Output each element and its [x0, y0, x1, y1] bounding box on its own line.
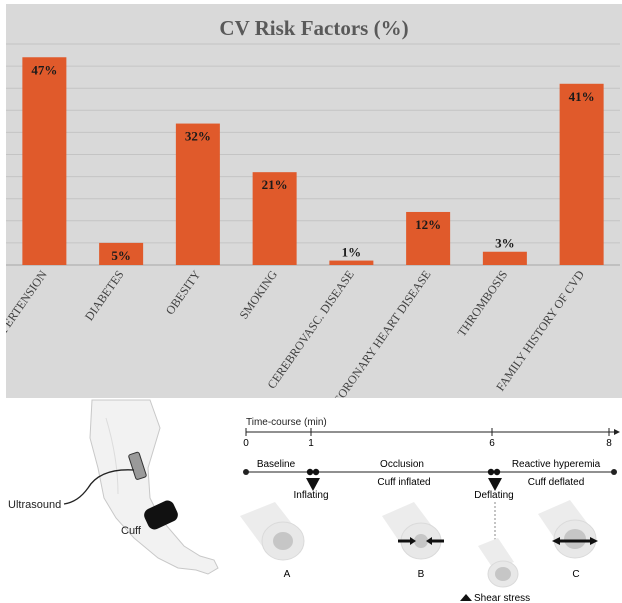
bar-7	[559, 83, 604, 265]
bar-0	[22, 57, 67, 266]
data-label-7: 41%	[569, 89, 595, 104]
bar-1	[99, 242, 144, 265]
ultrasound-label: Ultrasound	[8, 499, 61, 511]
bar-chart: CV Risk Factors (%) 47% 5% 32% 21% 1% 12% 3% 41…	[6, 16, 620, 398]
arm-illustration	[89, 399, 219, 575]
bar-5	[406, 211, 451, 265]
deflating-marker	[488, 478, 502, 491]
ultrasound-cable	[63, 469, 135, 505]
category-label-1: DIABETES	[82, 268, 127, 324]
data-label-6: 3%	[495, 236, 515, 251]
event-deflating: Deflating	[474, 490, 513, 501]
phase-occlusion: Occlusion	[380, 459, 424, 470]
category-label-4: CEREBROVASC. DISEASE	[264, 268, 356, 392]
vessel-shear	[478, 538, 519, 588]
tick-6: 6	[489, 438, 495, 449]
category-label-6: THROMBOSIS	[454, 268, 510, 339]
vessel-c	[538, 500, 597, 559]
data-label-3: 21%	[262, 177, 288, 192]
bar-2	[175, 123, 220, 265]
event-cuff-inflated: Cuff inflated	[377, 477, 430, 488]
data-label-5: 12%	[415, 217, 441, 232]
phase-hyperemia: Reactive hyperemia	[512, 459, 601, 470]
time-axis-arrow	[614, 429, 620, 435]
category-label-0: HYPERTENSION	[6, 267, 50, 349]
chart-panel: CV Risk Factors (%) 47% 5% 32% 21% 1% 12% 3% 41…	[6, 4, 622, 398]
label-c: C	[572, 569, 579, 580]
category-label-7: FAMILY HISTORY OF CVD	[493, 267, 587, 393]
fmd-diagram: Ultrasound Cuff Time-course (min) 0 1 6 …	[8, 399, 620, 603]
data-label-0: 47%	[31, 62, 57, 77]
data-label-1: 5%	[111, 248, 131, 263]
bar-6	[482, 251, 527, 265]
chart-title: CV Risk Factors (%)	[219, 16, 408, 40]
vessel-a	[240, 502, 305, 561]
cuff-label: Cuff	[121, 525, 142, 537]
shear-stress-icon	[460, 594, 472, 601]
shear-stress-label: Shear stress	[474, 593, 530, 603]
event-inflating: Inflating	[293, 490, 328, 501]
event-cuff-deflated: Cuff deflated	[528, 477, 585, 488]
inflating-marker	[306, 478, 320, 491]
label-a: A	[284, 569, 291, 580]
category-label-3: SMOKING	[236, 267, 280, 321]
tick-8: 8	[606, 438, 612, 449]
timeline-title: Time-course (min)	[246, 417, 327, 428]
label-b: B	[418, 569, 425, 580]
data-label-4: 1%	[342, 245, 362, 260]
cuff	[144, 500, 178, 530]
tick-0: 0	[243, 438, 249, 449]
data-label-2: 32%	[185, 129, 211, 144]
category-label-2: OBESITY	[163, 267, 204, 317]
phase-baseline: Baseline	[257, 459, 296, 470]
vessel-b	[382, 502, 442, 560]
tick-1: 1	[308, 438, 314, 449]
bar-3	[252, 172, 297, 265]
ultrasound-probe	[128, 451, 147, 480]
bar-4	[329, 260, 374, 265]
